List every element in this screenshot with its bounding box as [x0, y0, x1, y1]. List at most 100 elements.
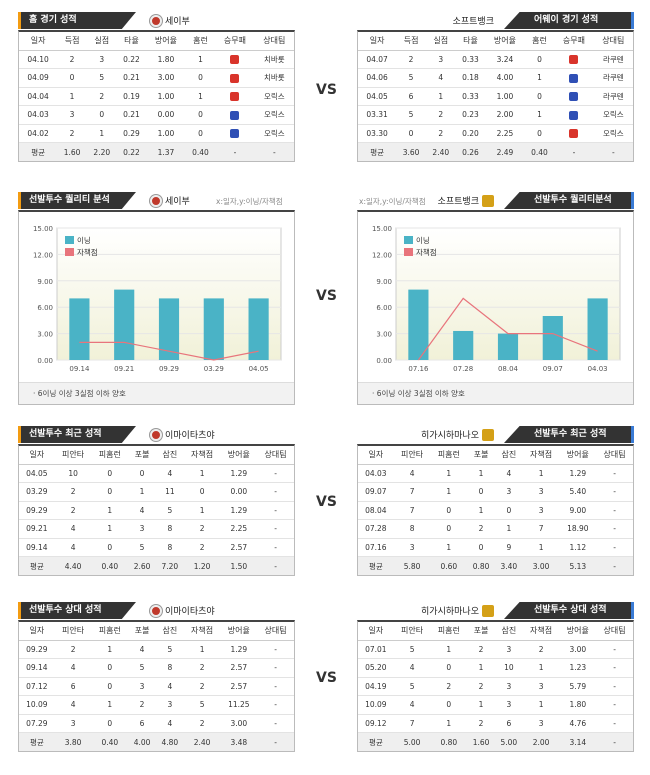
result-cell	[554, 87, 594, 106]
table-cell: 04.03	[19, 105, 58, 125]
panel-title: 선발투수 상대 성적	[18, 602, 136, 619]
table-cell: 4.76	[559, 714, 597, 733]
table-cell: 1	[467, 658, 495, 678]
table-cell: 7	[393, 501, 431, 520]
table-cell: 1	[57, 87, 87, 106]
column-header: 득점	[396, 32, 426, 51]
table-cell: 1.12	[559, 538, 597, 557]
average-cell: 2.60	[128, 556, 156, 575]
table-cell: 1	[524, 105, 555, 125]
column-header: 상대팀	[596, 446, 633, 465]
table-cell: 2	[425, 124, 456, 143]
table-cell: -	[596, 714, 633, 733]
table-cell: 3.00	[559, 640, 597, 659]
win-icon	[230, 110, 240, 120]
table-row: 10.09 4 0 1 3 1 1.80-	[358, 695, 633, 715]
table-cell: 11	[155, 482, 184, 502]
panel-title: 선발투수 상대 성적	[504, 602, 634, 619]
table-cell: 1.00	[146, 124, 186, 143]
table-cell: 1	[185, 87, 216, 106]
seibu-logo-icon	[150, 194, 162, 207]
table-cell: 오릭스	[593, 124, 633, 143]
average-cell: 3.48	[220, 732, 258, 751]
table-cell: 0	[430, 695, 468, 715]
team-label: 히가시하마나오	[421, 604, 494, 617]
table-row: 09.14 4 0 5 8 2 2.57-	[19, 658, 294, 678]
column-header: 방어율	[559, 622, 597, 641]
average-cell: -	[596, 732, 633, 751]
average-cell: 평균	[19, 732, 55, 751]
table-cell: 라쿠텐	[593, 50, 633, 69]
table-cell: 1	[467, 695, 495, 715]
table-cell: -	[257, 501, 294, 520]
table-cell: 0	[185, 68, 216, 88]
table-cell: 2.57	[220, 538, 258, 557]
table-cell: 1	[86, 124, 117, 143]
table-cell: 1	[91, 640, 129, 659]
result-cell	[215, 124, 255, 143]
x-tick-label: 09.29	[159, 365, 179, 373]
column-header: 자책점	[522, 446, 560, 465]
table-cell: -	[257, 714, 294, 733]
column-header: 홈런	[185, 32, 216, 51]
table-cell: 04.05	[19, 464, 55, 483]
average-cell: 1.50	[220, 556, 258, 575]
table-cell: 3	[522, 501, 560, 520]
table-cell: 0	[185, 124, 216, 143]
table-cell: 08.04	[358, 501, 394, 520]
table-cell: -	[596, 519, 633, 539]
result-cell	[554, 50, 594, 69]
panel-title: 선발투수 최근 성적	[18, 426, 136, 443]
table-row: 04.05 10 0 0 4 1 1.29-	[19, 464, 294, 483]
table-cell: 1	[522, 695, 560, 715]
column-header: 포볼	[467, 446, 495, 465]
average-cell: 0.40	[524, 142, 555, 161]
table-cell: 1	[91, 519, 129, 539]
table-cell: 9.00	[559, 501, 597, 520]
average-cell: 1.37	[146, 142, 186, 161]
table-cell: -	[257, 464, 294, 483]
table-cell: 4	[128, 501, 156, 520]
table-cell: -	[257, 538, 294, 557]
table-cell: 0.29	[116, 124, 147, 143]
table-cell: 0.33	[455, 50, 486, 69]
table-cell: 0.18	[455, 68, 486, 88]
table-cell: 2	[128, 695, 156, 715]
table-cell: 2	[183, 658, 221, 678]
column-header: 일자	[358, 622, 394, 641]
column-header: 실점	[425, 32, 456, 51]
line-earned-runs	[79, 341, 259, 361]
column-header: 일자	[19, 32, 58, 51]
table-row: 04.03 3 0 0.21 0.00 0 오릭스	[19, 105, 294, 125]
average-cell: 평균	[358, 732, 394, 751]
column-header: 피홈런	[430, 446, 468, 465]
table-cell: 1	[91, 695, 129, 715]
table-cell: 3.00	[220, 714, 258, 733]
table-row: 04.09 0 5 0.21 3.00 0 치바롯	[19, 68, 294, 88]
table-cell: 09.07	[358, 482, 394, 502]
column-header: 방어율	[485, 32, 525, 51]
chart-svg: 0.00 3.00 6.00 9.00 12.00 15.00 09.14 09.21 09.2…	[33, 225, 282, 373]
table-cell: 2.00	[485, 105, 525, 125]
table-cell: 2	[522, 640, 560, 659]
team-label: 소프트뱅크	[438, 194, 494, 207]
table-cell: 2.57	[220, 658, 258, 678]
average-cell: -	[593, 142, 633, 161]
average-cell: 0.80	[430, 732, 468, 751]
y-tick-label: 0.00	[37, 357, 53, 365]
vs-label: VS	[316, 288, 337, 304]
table-cell: 3	[522, 677, 560, 696]
column-header: 상대팀	[257, 622, 294, 641]
table-cell: 10.09	[358, 695, 394, 715]
table-cell: 07.01	[358, 640, 394, 659]
table-row: 07.12 6 0 3 4 2 2.57-	[19, 677, 294, 696]
seibu-logo-icon	[150, 428, 162, 441]
average-cell: 5.00	[494, 732, 523, 751]
table-cell: 0.22	[116, 50, 147, 69]
y-tick-label: 3.00	[376, 331, 392, 339]
column-header: 피안타	[393, 446, 431, 465]
table-cell: 5	[128, 658, 156, 678]
table-header-row: 일자 피안타 피홈런 포볼 삼진 자책점 방어율 상대팀	[19, 446, 294, 465]
column-header: 자책점	[183, 622, 221, 641]
table-cell: 2	[54, 501, 92, 520]
